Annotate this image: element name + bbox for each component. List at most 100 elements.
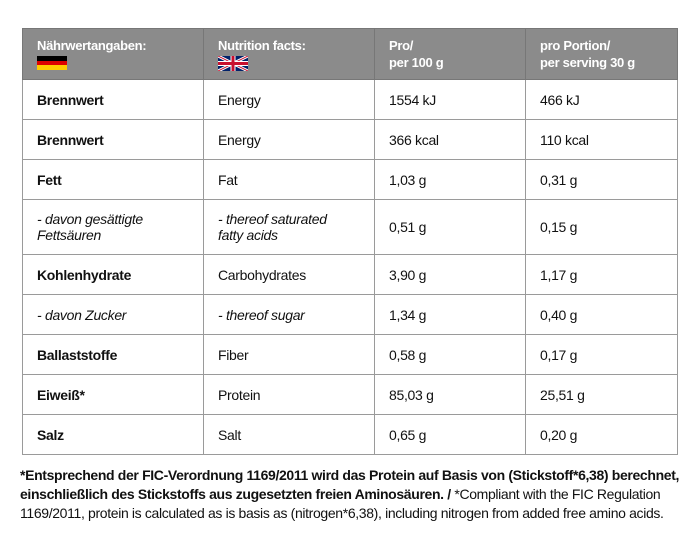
table-cell: 1554 kJ — [374, 79, 526, 120]
table-cell: 0,17 g — [525, 334, 678, 375]
table-row: Eiweiß* Protein 85,03 g 25,51 g — [22, 374, 678, 415]
cell-text: Ballaststoffe — [37, 346, 118, 363]
table-cell: - davon gesättigte Fettsäuren — [22, 199, 204, 255]
footnote: *Entsprechend der FIC-Verordnung 1169/20… — [20, 466, 680, 523]
cell-text: 0,15 g — [540, 219, 578, 235]
table-cell: 0,58 g — [374, 334, 526, 375]
cell-text: 0,31 g — [540, 171, 578, 188]
cell-text: 1554 kJ — [389, 91, 436, 108]
header-text: pro Portion/ — [540, 38, 611, 53]
cell-text: Eiweiß* — [37, 386, 85, 403]
table-cell: 1,34 g — [374, 294, 526, 335]
cell-text: 466 kJ — [540, 91, 580, 108]
table-cell: Carbohydrates — [203, 254, 375, 295]
cell-text: - thereof saturated — [218, 211, 327, 227]
footnote-text: *Compliant with the FIC Regulation 1169/… — [20, 486, 664, 521]
table-row: - davon gesättigte Fettsäuren - thereof sa… — [22, 199, 678, 255]
header-text: Nährwertangaben: — [37, 38, 147, 53]
cell-text: 366 kcal — [389, 131, 439, 148]
cell-text: 0,51 g — [389, 219, 427, 235]
cell-text: - thereof sugar — [218, 306, 305, 323]
cell-text: Salt — [218, 426, 241, 443]
cell-text: fatty acids — [218, 227, 278, 243]
header-cell: Pro/ per 100 g — [374, 28, 526, 80]
table-cell: 0,15 g — [525, 199, 678, 255]
cell-text: 25,51 g — [540, 386, 585, 403]
table-cell: - thereof sugar — [203, 294, 375, 335]
table-cell: 0,31 g — [525, 159, 678, 200]
table-body: Brennwert Energy 1554 kJ 466 kJ Brennwert Ene… — [22, 79, 678, 455]
table-cell: Ballaststoffe — [22, 334, 204, 375]
table-cell: Eiweiß* — [22, 374, 204, 415]
german-flag — [37, 56, 67, 70]
table-cell: 0,51 g — [374, 199, 526, 255]
cell-text: Fett — [37, 171, 62, 188]
header-cell: Nährwertangaben: — [22, 28, 204, 80]
table-cell: Salt — [203, 414, 375, 455]
cell-text: Salz — [37, 426, 64, 443]
table-row: Kohlenhydrate Carbohydrates 3,90 g 1,17 g — [22, 254, 678, 295]
table-row: - davon Zucker - thereof sugar 1,34 g 0,40 … — [22, 294, 678, 335]
cell-text: Fiber — [218, 346, 249, 363]
table-cell: 3,90 g — [374, 254, 526, 295]
table-cell: Brennwert — [22, 79, 204, 120]
table-cell: Energy — [203, 79, 375, 120]
header-cell: Nutrition facts: — [203, 28, 375, 80]
cell-text: 85,03 g — [389, 386, 434, 403]
table-cell: Fett — [22, 159, 204, 200]
table-cell: - davon Zucker — [22, 294, 204, 335]
cell-text: 0,40 g — [540, 306, 578, 323]
table-cell: Fat — [203, 159, 375, 200]
header-text: per 100 g — [389, 55, 444, 70]
table-cell: 366 kcal — [374, 119, 526, 160]
cell-text: Fat — [218, 171, 238, 188]
table-cell: 0,65 g — [374, 414, 526, 455]
table-cell: 1,17 g — [525, 254, 678, 295]
cell-text: Brennwert — [37, 91, 104, 108]
table-cell: 1,03 g — [374, 159, 526, 200]
table-cell: 25,51 g — [525, 374, 678, 415]
table-cell: Brennwert — [22, 119, 204, 160]
cell-text: Kohlenhydrate — [37, 266, 132, 283]
cell-text: 110 kcal — [540, 131, 589, 148]
header-text: Pro/ — [389, 38, 414, 53]
cell-text: 0,65 g — [389, 426, 427, 443]
cell-text: 1,34 g — [389, 306, 427, 323]
cell-text: 1,17 g — [540, 266, 578, 283]
table-cell: Fiber — [203, 334, 375, 375]
table-cell: 85,03 g — [374, 374, 526, 415]
table-cell: - thereof saturated fatty acids — [203, 199, 375, 255]
cell-text: 3,90 g — [389, 266, 427, 283]
nutrition-table: Nährwertangaben: Nutrition facts: Pro/ p… — [22, 28, 678, 455]
cell-text: Energy — [218, 91, 261, 108]
header-row: Nährwertangaben: Nutrition facts: Pro/ p… — [22, 28, 678, 80]
table-cell: 466 kJ — [525, 79, 678, 120]
cell-text: - davon Zucker — [37, 306, 127, 323]
table-row: Ballaststoffe Fiber 0,58 g 0,17 g — [22, 334, 678, 375]
footnote-bold: *Entsprechend der FIC-Verordnung 1169/20… — [20, 467, 680, 502]
cell-text: 0,20 g — [540, 426, 578, 443]
table-cell: Salz — [22, 414, 204, 455]
cell-text: 0,17 g — [540, 346, 578, 363]
table-row: Brennwert Energy 1554 kJ 466 kJ — [22, 79, 678, 120]
uk-flag — [218, 56, 248, 71]
cell-text: Fettsäuren — [37, 227, 101, 243]
header-text: Nutrition facts: — [218, 38, 306, 53]
table-row: Salz Salt 0,65 g 0,20 g — [22, 414, 678, 455]
table-cell: Kohlenhydrate — [22, 254, 204, 295]
table-cell: 0,40 g — [525, 294, 678, 335]
cell-text: Energy — [218, 131, 261, 148]
table-cell: Energy — [203, 119, 375, 160]
cell-text: Brennwert — [37, 131, 104, 148]
table-cell: 110 kcal — [525, 119, 678, 160]
header-text: per serving 30 g — [540, 55, 635, 70]
table-row: Fett Fat 1,03 g 0,31 g — [22, 159, 678, 200]
table-cell: Protein — [203, 374, 375, 415]
cell-text: - davon gesättigte — [37, 211, 143, 227]
header-cell: pro Portion/ per serving 30 g — [525, 28, 678, 80]
table-cell: 0,20 g — [525, 414, 678, 455]
cell-text: Protein — [218, 386, 261, 403]
cell-text: Carbohydrates — [218, 266, 306, 283]
table-row: Brennwert Energy 366 kcal 110 kcal — [22, 119, 678, 160]
